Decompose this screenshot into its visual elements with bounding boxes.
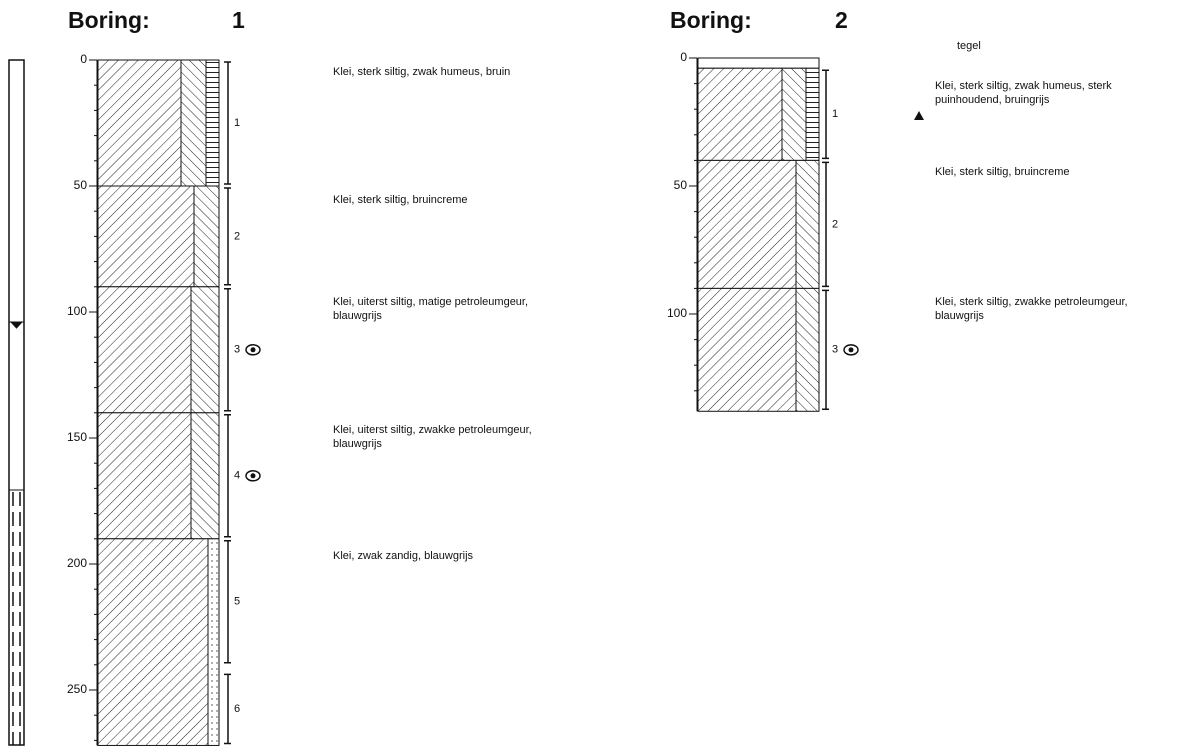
- layer-clay: [97, 185, 195, 288]
- depth-tick-label: 50: [74, 178, 88, 192]
- layer-description: blauwgrijs: [333, 310, 382, 322]
- boring-number: 1: [232, 7, 245, 33]
- boring-number: 2: [835, 7, 848, 33]
- depth-tick-label: 150: [67, 430, 87, 444]
- layer-silt: [180, 59, 207, 187]
- layer-description: Klei, sterk siltig, bruincreme: [935, 166, 1070, 178]
- layer-description: Klei, sterk siltig, zwakke petroleumgeur…: [935, 296, 1128, 308]
- depth-tick-label: 0: [680, 50, 687, 64]
- sample-eye-icon: [843, 344, 859, 356]
- sample-bracket: [224, 673, 231, 745]
- layer-silt: [795, 287, 820, 412]
- sample-number: 2: [234, 230, 240, 242]
- layer-clay: [97, 286, 192, 414]
- layer-description: blauwgrijs: [333, 438, 382, 450]
- depth-tick-label: 250: [67, 682, 87, 696]
- sample-bracket: [822, 69, 829, 160]
- depth-tick-label: 0: [80, 52, 87, 66]
- sample-number: 1: [234, 117, 240, 129]
- sample-bracket: [224, 414, 231, 538]
- layer-description: Klei, sterk siltig, zwak humeus, bruin: [333, 66, 510, 78]
- sample-eye-pupil: [250, 473, 256, 479]
- sample-bracket: [822, 289, 829, 411]
- sample-eye-icon: [245, 344, 261, 356]
- sample-number: 1: [832, 108, 838, 120]
- sample-number: 3: [234, 344, 240, 356]
- layer-silt: [795, 159, 820, 289]
- layer-description: Klei, uiterst siltig, matige petroleumge…: [333, 296, 528, 308]
- sample-bracket: [224, 288, 231, 412]
- sample-number: 6: [234, 703, 240, 715]
- layer-hum: [205, 59, 220, 187]
- layer-description: Klei, zwak zandig, blauwgrijs: [333, 550, 474, 562]
- depth-tick-label: 100: [667, 306, 687, 320]
- layer-clay: [697, 287, 797, 412]
- sample-eye-pupil: [848, 347, 854, 353]
- depth-tick-label: 200: [67, 556, 87, 570]
- layer-silt: [190, 286, 220, 414]
- layer-tile: [697, 57, 820, 69]
- layer-clay: [697, 159, 797, 289]
- layer-silt: [190, 412, 220, 540]
- sample-eye-icon: [245, 470, 261, 482]
- sample-bracket: [822, 161, 829, 288]
- sample-bracket: [224, 540, 231, 664]
- depth-tick-label: 100: [67, 304, 87, 318]
- sample-number: 5: [234, 596, 240, 608]
- layer-description: Klei, uiterst siltig, zwakke petroleumge…: [333, 424, 532, 436]
- layer-description: puinhoudend, bruingrijs: [935, 94, 1050, 106]
- layer-clay: [97, 59, 182, 187]
- depth-tick-label: 50: [674, 178, 688, 192]
- boring-label: Boring:: [670, 7, 752, 33]
- layer-description: Klei, sterk siltig, bruincreme: [333, 194, 468, 206]
- sample-number: 4: [234, 470, 240, 482]
- sample-bracket: [224, 61, 231, 185]
- layer-hum: [805, 67, 820, 161]
- sample-eye-pupil: [250, 347, 256, 353]
- layer-clay: [697, 67, 783, 161]
- layer-silt: [781, 67, 807, 161]
- sample-number: 2: [832, 218, 838, 230]
- layer-description: tegel: [957, 40, 981, 52]
- layer-silt: [193, 185, 220, 288]
- boring-label: Boring:: [68, 7, 150, 33]
- layer-description: blauwgrijs: [935, 310, 984, 322]
- layer-clay: [97, 538, 209, 746]
- sample-bracket: [224, 187, 231, 286]
- well-strip: [8, 59, 25, 746]
- sample-number: 3: [832, 344, 838, 356]
- layer-clay: [97, 412, 192, 540]
- layer-description: Klei, sterk siltig, zwak humeus, sterk: [935, 80, 1112, 92]
- triangle-marker: [914, 111, 924, 120]
- layer-sand: [207, 538, 220, 746]
